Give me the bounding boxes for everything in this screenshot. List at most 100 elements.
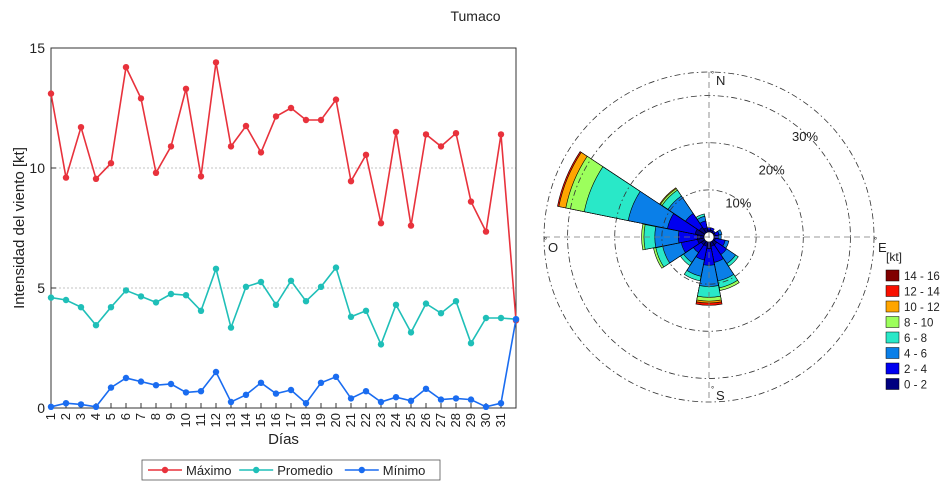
- data-point: [242, 122, 250, 130]
- data-point: [452, 395, 460, 402]
- rose-legend-swatch: [885, 300, 900, 313]
- data-point: [437, 143, 445, 150]
- rose-legend-swatch: [885, 285, 900, 297]
- data-point: [467, 340, 475, 347]
- data-point: [257, 379, 265, 386]
- data-point: [62, 296, 70, 304]
- data-point: [212, 368, 220, 376]
- data-point: [332, 264, 340, 271]
- series-line: [50, 62, 517, 321]
- data-point: [92, 403, 100, 410]
- data-point: [62, 400, 70, 407]
- rose-legend-label: 14 - 16: [904, 271, 940, 283]
- data-point: [317, 116, 325, 124]
- rose-legend-swatch: [885, 347, 900, 359]
- data-point: [107, 384, 115, 391]
- data-point: [212, 265, 220, 272]
- x-tick-label: 3: [73, 413, 88, 420]
- data-point: [152, 169, 160, 176]
- rose-legend-label: 4 - 6: [904, 349, 927, 361]
- data-point: [422, 300, 430, 307]
- data-point: [392, 394, 400, 401]
- data-point: [107, 304, 115, 311]
- data-point: [47, 403, 55, 410]
- rose-ring-label: 20%: [759, 162, 785, 177]
- data-point: [272, 113, 280, 120]
- data-point: [347, 313, 355, 320]
- x-tick-label: 13: [223, 413, 238, 427]
- data-point: [392, 301, 400, 308]
- data-point: [347, 178, 355, 185]
- data-point: [62, 174, 70, 181]
- x-tick-label: 2: [58, 413, 73, 420]
- legend-marker: [358, 466, 365, 474]
- x-tick-label: 6: [118, 413, 133, 420]
- x-axis-label: Días: [268, 431, 299, 448]
- rose-direction-label: E: [878, 240, 887, 255]
- x-tick-label: 16: [268, 413, 283, 427]
- data-point: [242, 391, 250, 398]
- data-point: [407, 397, 415, 404]
- legend-frame: [141, 459, 441, 481]
- x-tick-label: 25: [403, 413, 418, 427]
- data-point: [377, 398, 385, 406]
- rose-legend-label: 0 - 2: [904, 380, 927, 392]
- data-point: [242, 283, 250, 290]
- data-point: [317, 379, 325, 386]
- data-point: [212, 59, 220, 66]
- legend: Máximo Promedio Mínimo: [141, 459, 441, 481]
- rose-ring-label: 10%: [725, 196, 751, 211]
- data-point: [122, 374, 130, 382]
- rose-degree-mark: °: [711, 70, 714, 79]
- data-point: [497, 314, 505, 322]
- rose-degree-mark: °: [711, 385, 714, 394]
- data-point: [167, 290, 175, 298]
- data-point: [167, 380, 175, 388]
- x-tick-label: 5: [103, 413, 118, 420]
- data-point: [302, 116, 310, 124]
- rose-legend-swatch: [885, 331, 900, 344]
- x-tick-label: 22: [358, 413, 373, 427]
- data-point: [167, 143, 175, 150]
- legend-marker: [253, 466, 260, 474]
- x-tick-label: 30: [478, 413, 493, 427]
- rose-legend-label: 12 - 14: [904, 287, 940, 299]
- legend-label: Máximo: [186, 463, 232, 478]
- x-tick-label: 11: [193, 413, 208, 427]
- x-tick-label: 20: [328, 413, 343, 427]
- data-point: [152, 299, 160, 306]
- data-point: [422, 385, 430, 392]
- data-point: [362, 388, 370, 395]
- rose-legend-swatch: [885, 269, 900, 282]
- x-tick-label: 4: [88, 413, 103, 420]
- rose-ring: [661, 189, 757, 285]
- data-point: [137, 378, 145, 385]
- data-point: [107, 160, 115, 167]
- x-tick-label: 12: [208, 413, 223, 427]
- data-point: [77, 124, 85, 131]
- data-point: [392, 128, 400, 136]
- data-point: [257, 149, 265, 156]
- y-axis-label: Intensidad del viento [kt]: [11, 147, 28, 309]
- rose-legend-swatch: [885, 378, 900, 390]
- rose-direction-label: S: [716, 388, 725, 403]
- data-point: [422, 131, 430, 138]
- x-tick-label: 19: [313, 413, 328, 427]
- data-point: [182, 389, 190, 396]
- data-point: [497, 131, 505, 138]
- data-point: [257, 278, 265, 286]
- data-point: [272, 301, 280, 308]
- x-tick-label: 1: [43, 413, 58, 420]
- data-point: [182, 292, 190, 299]
- data-point: [47, 90, 55, 97]
- x-tick-label: 14: [238, 413, 253, 427]
- data-point: [92, 175, 100, 182]
- rose-legend-swatch: [885, 362, 900, 375]
- x-tick-label: 7: [133, 413, 148, 420]
- x-tick-label: 8: [148, 413, 163, 420]
- x-tick-label: 15: [253, 413, 268, 427]
- data-point: [467, 396, 475, 403]
